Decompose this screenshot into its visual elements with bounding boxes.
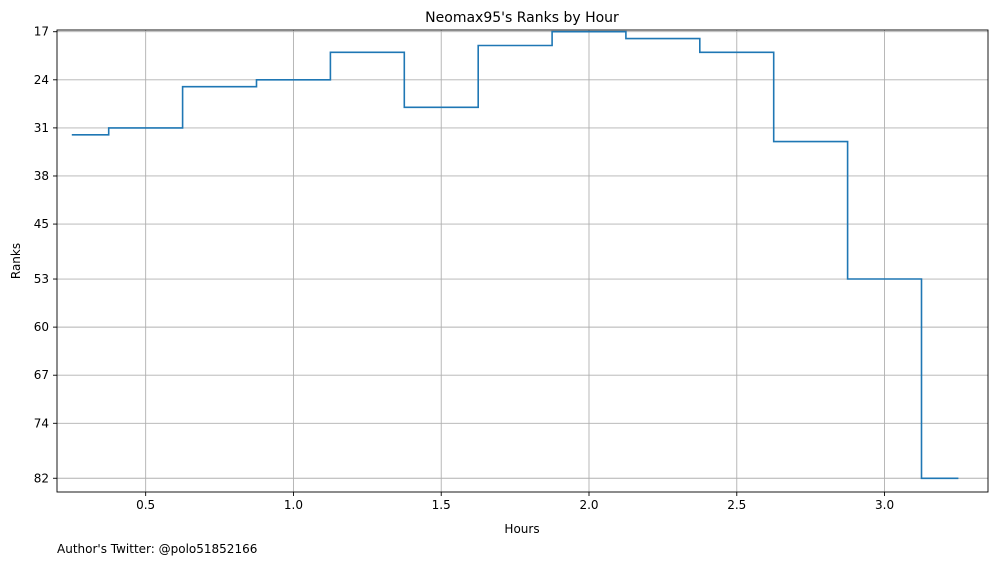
y-tick-label: 24 [34,73,49,87]
plot-frame [56,29,989,493]
x-tick-label: 1.5 [432,498,451,512]
y-tick-label: 17 [34,25,49,39]
grid [57,30,988,492]
x-tick-label: 2.5 [727,498,746,512]
x-axis-label: Hours [504,522,539,536]
x-tick-label: 2.0 [579,498,598,512]
y-tick-label: 60 [34,320,49,334]
author-footnote: Author's Twitter: @polo51852166 [57,542,258,556]
y-tick-label: 53 [34,272,49,286]
y-tick-label: 74 [34,416,49,430]
x-tick-label: 3.0 [875,498,894,512]
y-tick-label: 82 [34,471,49,485]
y-tick-label: 38 [34,169,49,183]
y-axis: 17 24 31 38 45 53 60 67 74 82 [34,25,57,485]
series-group [71,30,959,480]
x-axis: 0.5 1.0 1.5 2.0 2.5 3.0 [136,492,894,512]
y-tick-label: 45 [34,217,49,231]
x-tick-label: 1.0 [284,498,303,512]
y-axis-label: Ranks [9,243,23,279]
x-tick-label: 0.5 [136,498,155,512]
chart-title: Neomax95's Ranks by Hour [425,10,619,26]
y-tick-label: 67 [34,368,49,382]
y-tick-label: 31 [34,121,49,135]
rank-step-line [71,30,959,480]
